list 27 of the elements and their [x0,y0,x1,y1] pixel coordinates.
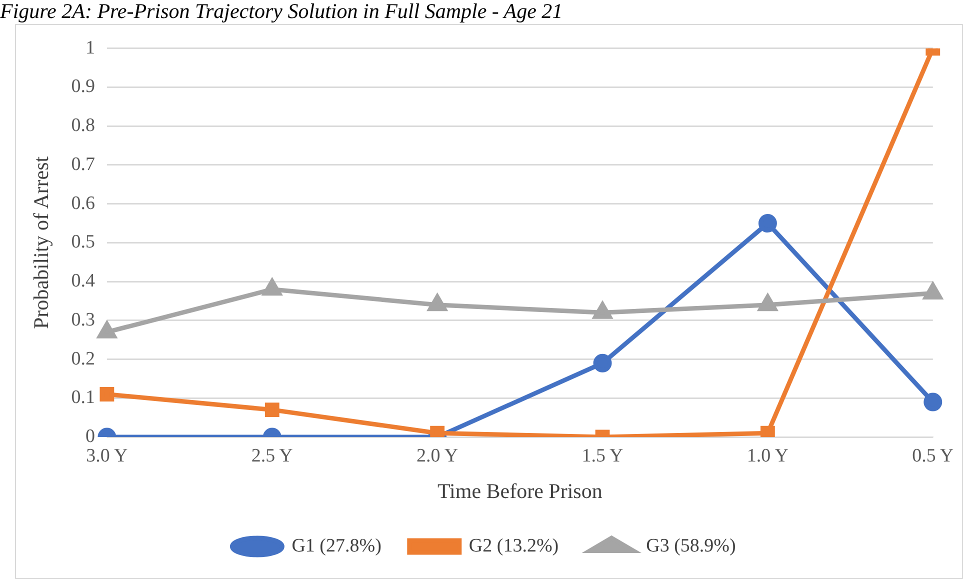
x-tick-label: 1.0 Y [746,445,789,466]
y-tick-label: 1 [85,37,95,58]
x-tick-label: 1.5 Y [582,445,624,466]
point [924,282,942,300]
legend-label: G1 (27.8%) [292,535,382,556]
y-tick-label: 0.3 [71,309,95,330]
legend-label: G3 (58.9%) [646,535,736,556]
chart-title: Figure 2A: Pre-Prison Trajectory Solution in Full Sample - Age 21 [0,0,563,23]
x-tick-label: 0.5 Y [912,445,954,466]
x-axis-title: Time Before Prison [437,478,603,503]
y-tick-label: 0.6 [71,192,95,214]
x-tick-label: 2.0 Y [416,445,458,466]
y-tick-label: 0.9 [71,76,95,98]
point [593,302,612,319]
point [98,322,116,338]
x-tick-label: 3.0 Y [86,445,128,466]
x-tick-label: 2.5 Y [251,445,294,466]
y-tick-label: 0.8 [71,115,95,136]
y-axis-title: Probability of Arrest [29,156,54,330]
y-tick-label: 0 [85,426,95,447]
legend-label: G2 (13.2%) [468,535,559,556]
y-tick-label: 0.1 [71,387,95,408]
point [758,214,777,233]
y-tick-label: 0.2 [71,348,95,370]
y-tick-label: 0.7 [71,154,95,175]
y-tick-label: 0.5 [71,232,95,253]
y-tick-label: 0.4 [71,270,96,292]
